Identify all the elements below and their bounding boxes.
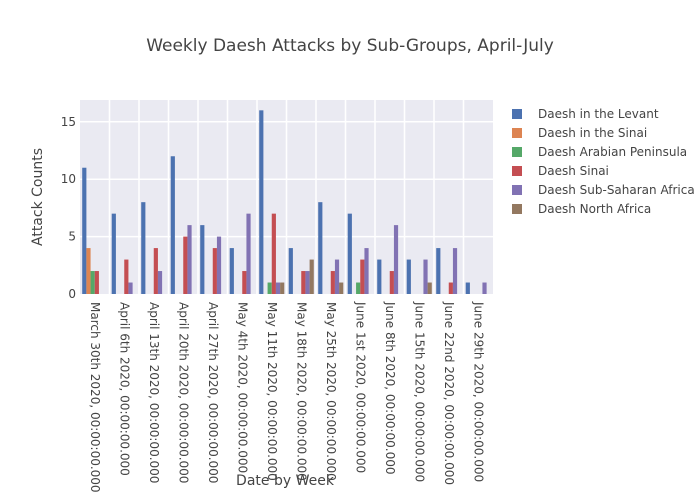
bar-daesh-in-the-levant [170, 156, 175, 294]
x-tick-label: May 4th 2020, 00:00:00.000 [235, 302, 249, 473]
legend-item[interactable]: Daesh in the Levant [512, 107, 659, 121]
bar-daesh-in-the-sinai [86, 248, 91, 294]
legend-label: Daesh Arabian Peninsula [538, 145, 687, 159]
bar-daesh-north-africa [309, 259, 314, 294]
y-tick-label: 0 [68, 287, 76, 301]
x-tick-label: April 20th 2020, 00:00:00.000 [176, 302, 190, 483]
bar-daesh-sub-saharan-africa [275, 282, 281, 294]
bar-daesh-north-africa [280, 282, 285, 294]
bar-daesh-in-the-levant [229, 248, 234, 294]
bar-daesh-sinai [183, 236, 188, 294]
bar-daesh-sub-saharan-africa [452, 248, 458, 294]
legend-item[interactable]: Daesh North Africa [512, 202, 651, 216]
x-axis-label: Date by Week [236, 473, 335, 489]
bar-daesh-in-the-levant [318, 202, 323, 294]
legend-swatch [512, 166, 522, 176]
bar-daesh-sub-saharan-africa [423, 259, 428, 294]
bar-daesh-in-the-levant [347, 213, 352, 294]
bar-daesh-sub-saharan-africa [334, 259, 340, 294]
x-tick-label: May 18th 2020, 00:00:00.000 [294, 302, 308, 481]
bar-daesh-sub-saharan-africa [364, 248, 369, 294]
bar-daesh-sinai [301, 271, 306, 294]
y-tick-label: 15 [61, 115, 76, 129]
legend-label: Daesh Sinai [538, 164, 609, 178]
legend-swatch [512, 185, 522, 195]
legend-item[interactable]: Daesh in the Sinai [512, 126, 647, 140]
bar-daesh-in-the-levant [111, 213, 116, 294]
bar-daesh-sub-saharan-africa [128, 282, 133, 294]
bar-daesh-in-the-levant [406, 259, 411, 294]
bar-daesh-sinai [242, 271, 247, 294]
bar-daesh-arabian-peninsula [267, 282, 272, 294]
x-tick-label: May 11th 2020, 00:00:00.000 [265, 302, 279, 481]
bar-daesh-sub-saharan-africa [482, 282, 487, 294]
bar-daesh-sinai [124, 259, 129, 294]
y-axis-label: Attack Counts [30, 148, 46, 246]
legend-item[interactable]: Daesh Arabian Peninsula [512, 145, 687, 159]
x-tick-label: April 13th 2020, 00:00:00.000 [147, 302, 161, 483]
bar-daesh-sinai [94, 271, 99, 294]
bar-daesh-in-the-levant [465, 282, 470, 294]
bar-daesh-arabian-peninsula [90, 271, 95, 294]
bar-daesh-sub-saharan-africa [393, 225, 399, 294]
bar-daesh-sub-saharan-africa [246, 213, 251, 294]
bar-daesh-sinai [153, 248, 158, 294]
legend-label: Daesh in the Sinai [538, 126, 647, 140]
legend: Daesh in the Levant Daesh in the Sinai Dae… [512, 107, 695, 216]
x-tick-label: April 27th 2020, 00:00:00.000 [206, 302, 220, 483]
legend-swatch [512, 128, 522, 138]
legend-swatch [512, 204, 522, 214]
bar-daesh-sinai [389, 271, 394, 294]
bar-daesh-north-africa [427, 282, 432, 294]
legend-item[interactable]: Daesh Sub-Saharan Africa [512, 183, 695, 197]
x-tick-label: May 25th 2020, 00:00:00.000 [324, 302, 338, 481]
legend-swatch [512, 109, 522, 119]
bar-daesh-sub-saharan-africa [187, 225, 192, 294]
legend-label: Daesh North Africa [538, 202, 651, 216]
x-tick-label: April 6th 2020, 00:00:00.000 [117, 302, 131, 476]
bar-daesh-sinai [271, 213, 276, 294]
bar-daesh-sub-saharan-africa [157, 271, 163, 294]
bar-daesh-in-the-levant [436, 248, 441, 294]
bar-daesh-sub-saharan-africa [216, 236, 222, 294]
legend-swatch [512, 147, 522, 157]
bar-daesh-in-the-levant [259, 110, 264, 294]
chart-title: Weekly Daesh Attacks by Sub-Groups, Apri… [146, 36, 554, 56]
bar-daesh-in-the-levant [141, 202, 146, 294]
legend-label: Daesh Sub-Saharan Africa [538, 183, 695, 197]
bar-daesh-north-africa [339, 282, 344, 294]
bar-daesh-sinai [448, 282, 453, 294]
bar-daesh-in-the-levant [200, 225, 205, 294]
bar-daesh-sinai [360, 259, 365, 294]
bar-daesh-in-the-levant [82, 167, 87, 294]
y-tick-label: 5 [68, 230, 76, 244]
bar-daesh-in-the-levant [288, 248, 293, 294]
x-tick-label: June 8th 2020, 00:00:00.000 [383, 301, 397, 475]
bar-daesh-sinai [212, 248, 217, 294]
legend-item[interactable]: Daesh Sinai [512, 164, 609, 178]
x-tick-label: June 29th 2020, 00:00:00.000 [471, 301, 485, 482]
bar-daesh-sinai [330, 271, 335, 294]
bar-daesh-sub-saharan-africa [305, 271, 310, 294]
x-tick-label: June 15th 2020, 00:00:00.000 [412, 301, 426, 482]
x-tick-label: March 30th 2020, 00:00:00.000 [88, 302, 102, 493]
bar-daesh-in-the-levant [377, 259, 382, 294]
legend-label: Daesh in the Levant [538, 107, 659, 121]
x-tick-label: June 1st 2020, 00:00:00.000 [353, 301, 367, 473]
y-tick-label: 10 [61, 172, 76, 186]
bar-daesh-arabian-peninsula [356, 282, 361, 294]
x-tick-label: June 22nd 2020, 00:00:00.000 [442, 301, 456, 485]
